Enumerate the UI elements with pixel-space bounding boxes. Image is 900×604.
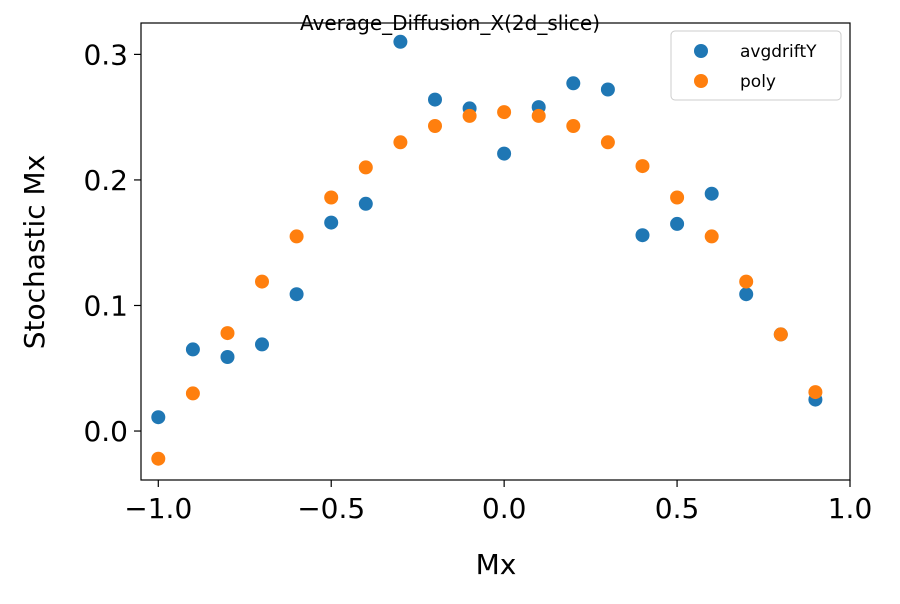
y-axis: 0.0 0.1 0.2 0.3 [83, 38, 141, 448]
data-point-poly [566, 119, 581, 133]
data-point-poly [808, 385, 823, 400]
x-tick-label: −0.5 [297, 492, 365, 525]
data-point-poly [531, 108, 546, 123]
data-point-avgdrifty [220, 350, 235, 364]
legend-frame [670, 30, 842, 101]
y-tick-label: 0.0 [83, 415, 128, 448]
y-tick-label: 0.1 [83, 289, 128, 322]
series-poly [151, 105, 823, 466]
data-point-poly [255, 274, 269, 289]
y-tick-label: 0.2 [83, 164, 128, 197]
data-point-poly [704, 229, 719, 244]
data-point-avgdrifty [289, 287, 304, 302]
data-point-avgdrifty [255, 337, 269, 352]
chart-title: Average_Diffusion_X(2d_slice) [300, 11, 600, 35]
legend-label-avgdrifty: avgdriftY [740, 42, 817, 62]
data-point-poly [220, 326, 235, 341]
data-point-avgdrifty [393, 34, 408, 49]
legend: avgdriftY poly [670, 30, 842, 101]
data-point-avgdrifty [670, 216, 685, 231]
data-point-poly [393, 135, 408, 150]
data-point-avgdrifty [324, 215, 339, 230]
data-point-poly [289, 229, 304, 244]
data-point-avgdrifty [151, 410, 166, 425]
data-point-avgdrifty [428, 92, 442, 107]
data-point-poly [462, 108, 477, 123]
data-point-poly [151, 451, 166, 466]
data-point-avgdrifty [739, 287, 754, 302]
data-point-poly [185, 386, 200, 401]
data-point-avgdrifty [358, 196, 373, 211]
x-axis: −1.0 −0.5 0.0 0.5 1.0 [124, 480, 872, 525]
points-layer [151, 34, 823, 466]
legend-marker-poly [694, 74, 708, 88]
data-point-poly [324, 190, 339, 205]
data-point-poly [773, 327, 788, 342]
x-tick-label: 0.0 [482, 492, 527, 525]
legend-marker-avgdrifty [694, 44, 708, 58]
data-point-avgdrifty [185, 342, 200, 357]
data-point-poly [358, 160, 373, 175]
data-point-poly [497, 105, 512, 120]
plot-frame [140, 22, 851, 481]
legend-label-poly: poly [740, 72, 776, 92]
data-point-avgdrifty [600, 82, 615, 97]
data-point-poly [428, 119, 442, 133]
data-point-avgdrifty [497, 146, 512, 161]
x-axis-label: Mx [476, 548, 517, 581]
y-axis-label: Stochastic Mx [18, 155, 51, 350]
x-tick-label: 0.5 [655, 492, 700, 525]
data-point-poly [739, 274, 754, 289]
data-point-poly [670, 190, 685, 205]
data-point-avgdrifty [704, 186, 719, 201]
series-avgdrifty [151, 34, 823, 425]
data-point-poly [600, 135, 615, 150]
data-point-avgdrifty [635, 228, 650, 243]
y-tick-label: 0.3 [83, 38, 128, 71]
x-tick-label: 1.0 [828, 492, 873, 525]
x-tick-label: −1.0 [124, 492, 192, 525]
data-point-avgdrifty [566, 76, 581, 91]
data-point-poly [635, 159, 650, 174]
